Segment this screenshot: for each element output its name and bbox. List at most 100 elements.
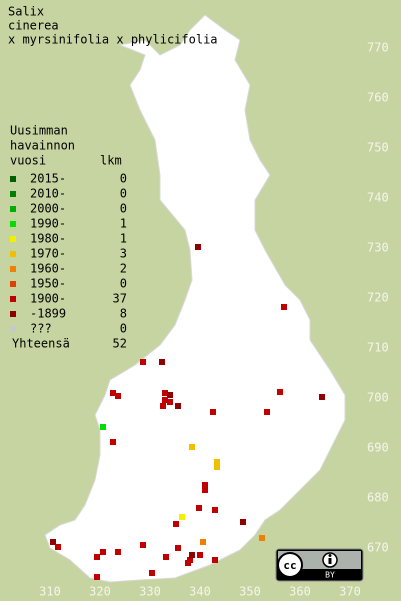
y-tick-label: 690 [367, 441, 389, 455]
title: x myrsinifolia x phylicifolia [8, 33, 218, 47]
legend-swatch [10, 236, 16, 242]
observation [100, 549, 106, 555]
observation [94, 554, 100, 560]
legend-label: 2015- [30, 172, 66, 186]
observation [140, 542, 146, 548]
legend-count: 0 [120, 277, 127, 291]
legend-header: vuosi [10, 154, 46, 168]
observation [212, 507, 218, 513]
observation [115, 549, 121, 555]
y-tick-label: 700 [367, 391, 389, 405]
observation [163, 554, 169, 560]
observation [195, 244, 201, 250]
y-tick-label: 710 [367, 341, 389, 355]
observation [160, 403, 166, 409]
observation [162, 390, 168, 396]
y-tick-label: 740 [367, 191, 389, 205]
legend-header: havainnon [10, 139, 75, 153]
observation [50, 539, 56, 545]
observation [212, 557, 218, 563]
legend-count: 0 [120, 187, 127, 201]
legend-swatch [10, 251, 16, 257]
observation [189, 552, 195, 558]
x-tick-label: 320 [89, 585, 111, 599]
x-tick-label: 340 [189, 585, 211, 599]
legend-label: -1899 [30, 307, 66, 321]
observation [173, 521, 179, 527]
y-tick-label: 670 [367, 541, 389, 555]
observation [110, 439, 116, 445]
legend-label: 1950- [30, 277, 66, 291]
observation [115, 393, 121, 399]
observation [214, 459, 220, 465]
observation [167, 392, 173, 398]
observation [175, 545, 181, 551]
title: cinerea [8, 19, 59, 33]
legend-label: 1990- [30, 217, 66, 231]
observation [159, 359, 165, 365]
legend-label: 1900- [30, 292, 66, 306]
legend-label: 1980- [30, 232, 66, 246]
legend-total-value: 52 [113, 337, 127, 351]
legend-count: 1 [120, 232, 127, 246]
legend-count: 37 [113, 292, 127, 306]
y-tick-label: 730 [367, 241, 389, 255]
legend-swatch [10, 206, 16, 212]
y-tick-label: 760 [367, 91, 389, 105]
observation [55, 544, 61, 550]
license-badge: cc BY [275, 548, 364, 582]
observation [259, 535, 265, 541]
title: Salix [8, 5, 44, 19]
legend-swatch [10, 281, 16, 287]
legend-header: Uusimman [10, 124, 68, 138]
observation [94, 574, 100, 580]
observation [179, 514, 185, 520]
observation [110, 390, 116, 396]
legend-count: 0 [120, 202, 127, 216]
observation [185, 560, 191, 566]
y-tick-label: 770 [367, 41, 389, 55]
legend-total-label: Yhteensä [12, 337, 70, 351]
svg-text:cc: cc [283, 559, 296, 572]
x-tick-label: 310 [39, 585, 61, 599]
legend-swatch [10, 176, 16, 182]
observation [200, 539, 206, 545]
observation [189, 444, 195, 450]
legend-swatch [10, 296, 16, 302]
legend-label: 2010- [30, 187, 66, 201]
observation [196, 505, 202, 511]
legend-count: 0 [120, 172, 127, 186]
observation [202, 482, 208, 488]
observation [149, 570, 155, 576]
observation [197, 552, 203, 558]
legend-swatch [10, 266, 16, 272]
observation [240, 519, 246, 525]
finland [44, 14, 346, 583]
x-tick-label: 360 [289, 585, 311, 599]
y-tick-label: 750 [367, 141, 389, 155]
observation [167, 399, 173, 405]
observation [319, 394, 325, 400]
legend-swatch [10, 326, 16, 332]
license-text: BY [325, 571, 335, 580]
legend-count: 2 [120, 262, 127, 276]
observation [100, 424, 106, 430]
observation [214, 464, 220, 470]
legend-label: 2000- [30, 202, 66, 216]
observation [202, 487, 208, 493]
legend-count-header: lkm [100, 154, 122, 168]
observation [175, 403, 181, 409]
y-tick-label: 720 [367, 291, 389, 305]
observation [162, 397, 168, 403]
y-tick-label: 680 [367, 491, 389, 505]
legend-label: 1960- [30, 262, 66, 276]
x-tick-label: 350 [239, 585, 261, 599]
legend-swatch [10, 221, 16, 227]
observation [210, 409, 216, 415]
x-tick-label: 330 [139, 585, 161, 599]
observation [140, 359, 146, 365]
legend-label: 1970- [30, 247, 66, 261]
legend-swatch [10, 311, 16, 317]
legend-swatch [10, 191, 16, 197]
